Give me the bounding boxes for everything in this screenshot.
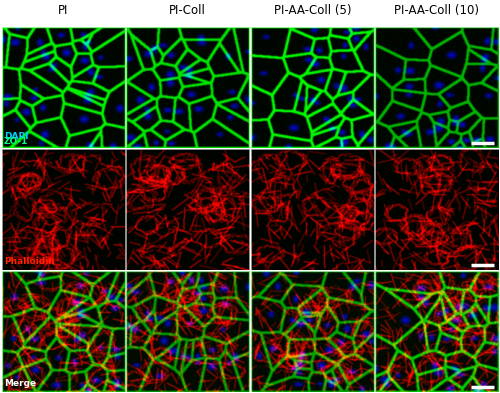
Text: Merge: Merge [4,379,36,388]
Text: ZO-1: ZO-1 [4,137,28,146]
Text: PI-Coll: PI-Coll [169,4,206,17]
Text: PI: PI [58,4,68,17]
Text: PI-AA-Coll (10): PI-AA-Coll (10) [394,4,480,17]
Text: PI-AA-Coll (5): PI-AA-Coll (5) [274,4,351,17]
Text: Phalloidin: Phalloidin [4,257,54,266]
Text: DAPI: DAPI [4,132,28,141]
